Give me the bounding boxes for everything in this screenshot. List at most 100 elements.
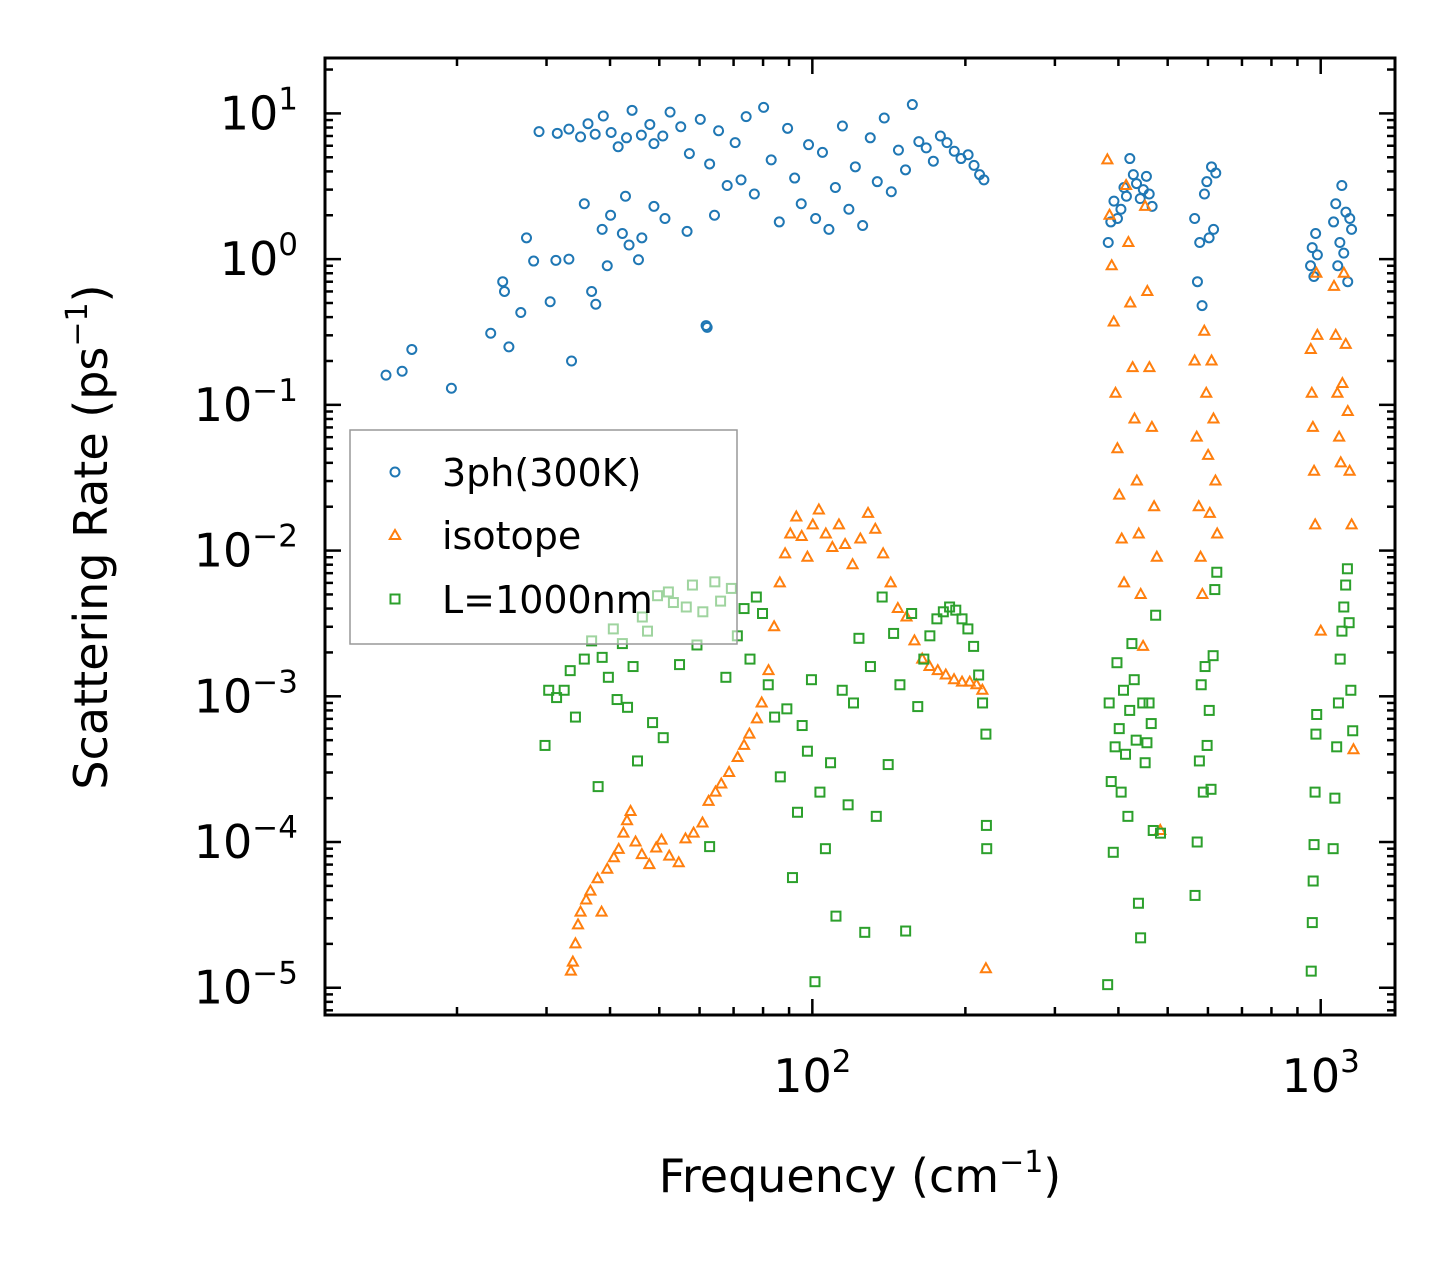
data-point bbox=[806, 517, 820, 530]
data-point bbox=[740, 111, 752, 123]
data-point bbox=[594, 904, 609, 917]
data-point bbox=[1344, 517, 1359, 530]
data-point bbox=[611, 694, 623, 706]
data-point bbox=[950, 604, 962, 616]
data-point bbox=[578, 653, 590, 665]
data-point bbox=[1138, 198, 1152, 211]
data-point bbox=[894, 679, 906, 691]
data-point bbox=[1121, 234, 1136, 248]
data-point bbox=[922, 658, 937, 672]
data-point bbox=[551, 692, 563, 704]
data-point bbox=[773, 575, 787, 588]
data-point bbox=[632, 755, 644, 767]
data-point bbox=[1309, 265, 1324, 278]
data-point bbox=[1341, 403, 1355, 417]
data-point bbox=[1307, 463, 1321, 476]
data-point bbox=[1334, 237, 1346, 249]
data-point bbox=[648, 200, 660, 212]
data-point bbox=[600, 861, 614, 874]
data-point bbox=[800, 549, 815, 562]
data-point bbox=[789, 172, 801, 184]
data-point bbox=[1334, 653, 1346, 665]
data-point bbox=[579, 892, 593, 905]
data-point bbox=[1111, 657, 1123, 669]
data-point bbox=[1112, 487, 1126, 500]
data-point bbox=[819, 526, 833, 539]
data-point bbox=[1330, 198, 1342, 210]
data-point bbox=[649, 840, 663, 853]
data-point bbox=[1308, 839, 1320, 851]
data-point bbox=[1120, 748, 1132, 760]
legend: 3ph(300K) isotope L=1000nm bbox=[349, 429, 738, 645]
data-point bbox=[1336, 180, 1348, 192]
data-point bbox=[913, 136, 925, 148]
data-point bbox=[963, 674, 977, 687]
data-point bbox=[1304, 341, 1318, 354]
data-point bbox=[907, 633, 922, 646]
data-point bbox=[781, 703, 793, 715]
data-point bbox=[861, 505, 875, 518]
y-tick-label: 10−5 bbox=[194, 956, 298, 1015]
data-point bbox=[1328, 216, 1340, 228]
data-point bbox=[1191, 276, 1203, 288]
data-point bbox=[1117, 684, 1129, 696]
data-point bbox=[767, 619, 781, 632]
data-point bbox=[1150, 549, 1164, 562]
data-point bbox=[1203, 232, 1215, 244]
data-point bbox=[939, 667, 953, 680]
data-point bbox=[586, 285, 598, 297]
data-point bbox=[1197, 786, 1209, 798]
data-point bbox=[1210, 167, 1222, 179]
data-point bbox=[730, 749, 745, 763]
y-tick-label: 10−1 bbox=[194, 373, 298, 432]
data-point bbox=[1209, 584, 1221, 596]
data-point bbox=[1337, 265, 1351, 278]
data-point bbox=[1341, 563, 1353, 575]
data-point bbox=[980, 728, 992, 740]
data-point bbox=[1342, 276, 1354, 288]
data-point bbox=[1115, 786, 1127, 798]
data-point bbox=[1206, 411, 1221, 424]
data-point bbox=[1343, 617, 1355, 629]
data-point bbox=[1124, 704, 1136, 716]
data-point bbox=[825, 757, 837, 769]
data-point bbox=[1201, 176, 1213, 188]
data-point bbox=[1203, 704, 1215, 716]
data-point bbox=[795, 198, 807, 210]
data-point bbox=[845, 557, 860, 570]
data-point bbox=[616, 227, 628, 239]
data-point bbox=[396, 365, 408, 377]
data-point bbox=[778, 546, 792, 559]
data-point bbox=[1154, 827, 1166, 839]
data-point bbox=[1125, 360, 1140, 373]
data-point bbox=[853, 531, 868, 544]
data-point bbox=[1110, 441, 1125, 454]
data-point bbox=[1143, 697, 1155, 709]
data-point bbox=[742, 726, 757, 739]
data-point bbox=[1203, 505, 1217, 518]
data-point bbox=[906, 99, 918, 111]
data-point bbox=[796, 720, 808, 732]
data-point bbox=[515, 307, 527, 319]
data-point bbox=[757, 607, 769, 619]
data-point bbox=[644, 118, 656, 130]
data-point bbox=[575, 131, 587, 143]
data-point bbox=[843, 203, 855, 215]
data-point bbox=[543, 684, 555, 696]
data-point bbox=[1332, 429, 1346, 442]
data-point bbox=[1134, 586, 1148, 599]
data-point bbox=[1345, 684, 1357, 696]
data-point bbox=[888, 627, 900, 639]
data-point bbox=[597, 110, 609, 122]
data-points-layer bbox=[380, 99, 1361, 991]
data-point bbox=[589, 128, 601, 140]
data-point bbox=[701, 793, 716, 806]
data-point bbox=[648, 138, 660, 150]
legend-marker-triangle bbox=[388, 528, 402, 540]
data-point bbox=[864, 132, 876, 144]
data-point bbox=[622, 701, 634, 713]
data-point bbox=[857, 220, 869, 232]
data-point bbox=[611, 841, 626, 854]
